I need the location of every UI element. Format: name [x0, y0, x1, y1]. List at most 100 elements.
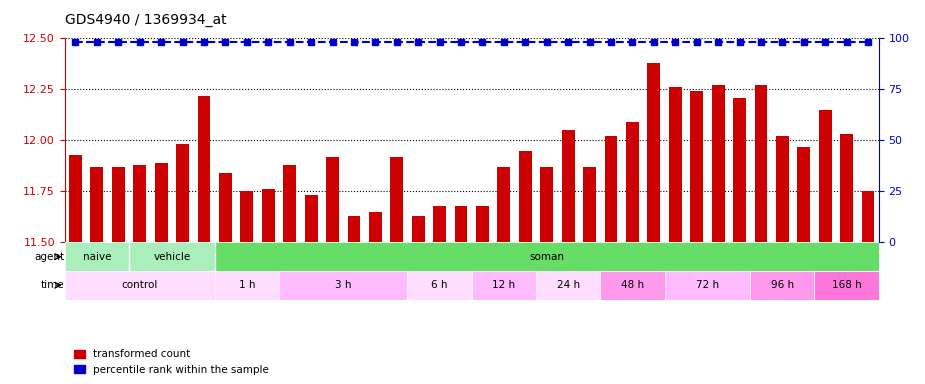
Text: 6 h: 6 h: [431, 280, 448, 290]
Text: GSM338877: GSM338877: [179, 247, 187, 293]
Bar: [219, 173, 232, 384]
FancyBboxPatch shape: [129, 242, 215, 271]
FancyBboxPatch shape: [215, 242, 879, 271]
Text: naive: naive: [82, 252, 111, 262]
Text: GSM338888: GSM338888: [735, 247, 744, 293]
Text: vehicle: vehicle: [154, 252, 191, 262]
Text: GSM338883: GSM338883: [628, 247, 637, 293]
Bar: [519, 151, 532, 384]
FancyBboxPatch shape: [65, 242, 129, 271]
Text: GSM338876: GSM338876: [521, 247, 530, 293]
Bar: [262, 189, 275, 384]
Text: time: time: [41, 280, 65, 290]
Text: GSM338862: GSM338862: [135, 247, 144, 293]
FancyBboxPatch shape: [215, 271, 279, 300]
Bar: [198, 96, 210, 384]
Text: GSM338857: GSM338857: [71, 247, 80, 293]
Bar: [626, 122, 639, 384]
Bar: [797, 147, 810, 384]
Bar: [390, 157, 403, 384]
Text: GSM338890: GSM338890: [778, 247, 787, 293]
Text: GSM338884: GSM338884: [649, 247, 659, 293]
Text: GSM338865: GSM338865: [285, 247, 294, 293]
Text: GSM338873: GSM338873: [457, 247, 465, 293]
Bar: [540, 167, 553, 384]
Text: GSM338859: GSM338859: [114, 247, 123, 293]
Text: control: control: [121, 280, 158, 290]
Text: GSM338869: GSM338869: [371, 247, 380, 293]
Text: GSM338889: GSM338889: [757, 247, 765, 293]
Text: GSM338860: GSM338860: [221, 247, 230, 293]
Bar: [819, 110, 832, 384]
Text: GSM338875: GSM338875: [500, 247, 509, 293]
Text: 1 h: 1 h: [239, 280, 255, 290]
Bar: [412, 216, 425, 384]
Text: 24 h: 24 h: [557, 280, 580, 290]
Text: GSM338886: GSM338886: [692, 247, 701, 293]
FancyBboxPatch shape: [815, 271, 879, 300]
Text: GSM338878: GSM338878: [542, 247, 551, 293]
Text: GDS4940 / 1369934_at: GDS4940 / 1369934_at: [65, 13, 227, 27]
Text: GSM338861: GSM338861: [242, 247, 252, 293]
Bar: [776, 136, 789, 384]
Bar: [133, 165, 146, 384]
Bar: [327, 157, 339, 384]
Bar: [734, 98, 746, 384]
Text: GSM338872: GSM338872: [435, 247, 444, 293]
Bar: [840, 134, 853, 384]
Text: 168 h: 168 h: [832, 280, 861, 290]
Bar: [755, 85, 768, 384]
Text: GSM338871: GSM338871: [413, 247, 423, 293]
Bar: [154, 163, 167, 384]
Text: GSM338882: GSM338882: [607, 247, 615, 293]
Bar: [648, 63, 660, 384]
Bar: [583, 167, 596, 384]
Bar: [669, 88, 682, 384]
FancyBboxPatch shape: [65, 271, 215, 300]
Text: GSM338885: GSM338885: [671, 247, 680, 293]
Bar: [69, 155, 82, 384]
Bar: [176, 144, 189, 384]
Text: GSM338880: GSM338880: [200, 247, 208, 293]
Bar: [498, 167, 511, 384]
Text: GSM338894: GSM338894: [864, 247, 872, 293]
Text: GSM338891: GSM338891: [799, 247, 808, 293]
Legend: transformed count, percentile rank within the sample: transformed count, percentile rank withi…: [70, 345, 273, 379]
Text: GSM338858: GSM338858: [92, 247, 102, 293]
Text: GSM338881: GSM338881: [586, 247, 594, 293]
Bar: [561, 130, 574, 384]
Bar: [690, 91, 703, 384]
Bar: [283, 165, 296, 384]
Bar: [433, 206, 446, 384]
Bar: [240, 191, 253, 384]
Text: GSM338866: GSM338866: [306, 247, 315, 293]
Bar: [476, 206, 489, 384]
FancyBboxPatch shape: [279, 271, 408, 300]
Text: GSM338893: GSM338893: [842, 247, 851, 293]
Bar: [711, 85, 724, 384]
Text: GSM338870: GSM338870: [392, 247, 401, 293]
Bar: [861, 191, 874, 384]
Text: GSM338864: GSM338864: [156, 247, 166, 293]
Bar: [91, 167, 104, 384]
FancyBboxPatch shape: [750, 271, 815, 300]
Text: soman: soman: [529, 252, 564, 262]
Text: GSM338879: GSM338879: [563, 247, 573, 293]
Bar: [304, 195, 317, 384]
Text: 3 h: 3 h: [335, 280, 352, 290]
Text: 12 h: 12 h: [492, 280, 515, 290]
Text: agent: agent: [34, 252, 65, 262]
Bar: [454, 206, 467, 384]
Text: GSM338887: GSM338887: [713, 247, 722, 293]
Text: GSM338867: GSM338867: [328, 247, 337, 293]
FancyBboxPatch shape: [536, 271, 600, 300]
FancyBboxPatch shape: [664, 271, 750, 300]
Bar: [348, 216, 361, 384]
Text: 72 h: 72 h: [696, 280, 719, 290]
Text: 96 h: 96 h: [771, 280, 794, 290]
FancyBboxPatch shape: [408, 271, 472, 300]
Text: GSM338863: GSM338863: [264, 247, 273, 293]
Bar: [605, 136, 617, 384]
FancyBboxPatch shape: [600, 271, 664, 300]
FancyBboxPatch shape: [472, 271, 536, 300]
